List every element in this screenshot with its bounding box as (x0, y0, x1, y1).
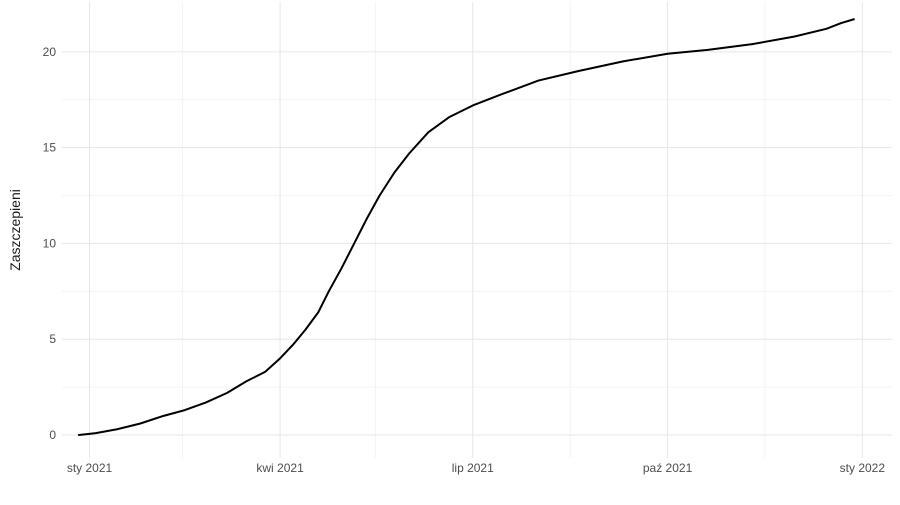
x-axis-tick-labels: sty 2021 kwi 2021 lip 2021 paź 2021 sty 2022 (67, 461, 886, 475)
y-tick-label: 5 (49, 332, 56, 346)
minor-gridlines (62, 2, 892, 458)
x-tick-label: sty 2021 (67, 461, 113, 475)
y-tick-label: 0 (49, 428, 56, 442)
y-axis-tick-labels: 0 5 10 15 20 (43, 45, 57, 442)
y-axis-title: Zaszczepieni (7, 189, 23, 271)
x-tick-label: paź 2021 (643, 461, 693, 475)
series-layer (77, 18, 855, 437)
major-gridlines (62, 2, 892, 458)
y-tick-label: 20 (43, 45, 57, 59)
x-tick-label: sty 2022 (840, 461, 886, 475)
x-tick-label: kwi 2021 (256, 461, 304, 475)
y-tick-label: 10 (43, 236, 57, 250)
x-tick-label: lip 2021 (452, 461, 494, 475)
y-tick-label: 15 (43, 141, 57, 155)
vaccinated-series-line (77, 18, 855, 437)
